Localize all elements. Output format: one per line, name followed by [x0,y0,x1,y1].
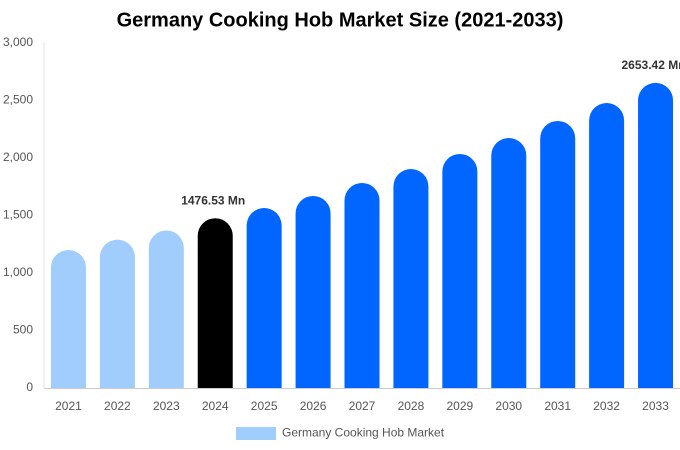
bar [638,82,674,389]
legend-label: Germany Cooking Hob Market [282,426,445,440]
y-tick-label: 1,000 [3,265,33,279]
x-tick-label: 2025 [251,399,278,413]
x-tick-label: 2030 [495,399,522,413]
bar [197,218,233,388]
y-tick-label: 3,000 [3,35,33,49]
bar [540,120,576,388]
value-label: 1476.53 Mn [181,193,245,207]
bar [99,239,135,388]
bar [393,169,429,388]
y-tick-label: 1,500 [3,208,33,222]
y-tick-label: 0 [26,380,33,394]
bar [295,195,331,388]
x-tick-label: 2031 [544,399,571,413]
x-tick-label: 2021 [55,399,82,413]
bar [148,230,184,388]
y-tick-label: 2,500 [3,93,33,107]
bar [589,103,625,389]
x-tick-label: 2026 [300,399,327,413]
bar [50,250,86,388]
y-tick-label: 2,000 [3,150,33,164]
bar [246,208,282,388]
bar [491,137,527,388]
x-tick-label: 2023 [153,399,180,413]
bar [344,182,380,388]
x-tick-label: 2032 [593,399,620,413]
y-tick-label: 500 [13,323,33,337]
x-tick-label: 2028 [398,399,425,413]
chart-title: Germany Cooking Hob Market Size (2021-20… [117,9,564,31]
x-tick-label: 2022 [104,399,131,413]
x-tick-label: 2029 [446,399,473,413]
value-label: 2653.42 Mn [622,58,680,72]
x-tick-label: 2024 [202,399,229,413]
bar [442,153,478,388]
legend-swatch [236,427,276,440]
x-tick-label: 2027 [349,399,376,413]
x-tick-label: 2033 [642,399,669,413]
